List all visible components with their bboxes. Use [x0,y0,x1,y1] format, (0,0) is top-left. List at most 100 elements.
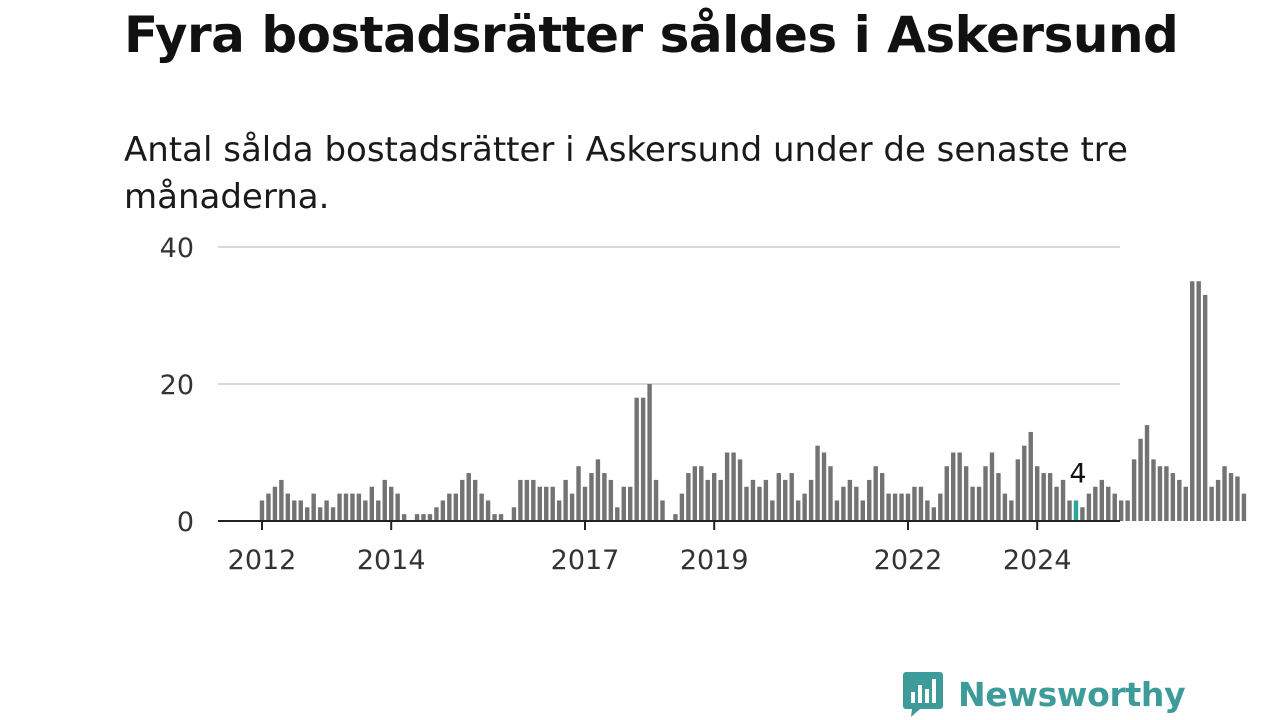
x-tick-label: 2014 [357,545,426,576]
bar [983,466,988,521]
bar [472,479,478,521]
bar [1196,281,1201,521]
bar [1080,507,1085,521]
bar [1138,438,1143,521]
x-tick-label: 2024 [1003,545,1072,576]
x-axis-ticks: 2012 2014 2017 2019 2022 2024 [228,521,1072,576]
bar [576,466,581,521]
bar [317,507,323,521]
bar [834,500,840,521]
bar [1022,445,1027,521]
bar [944,466,949,521]
bar [750,479,756,521]
bar [324,500,329,521]
bar [828,466,833,521]
bar [1164,466,1169,521]
bar [498,514,504,521]
bar [292,500,297,521]
bar [421,514,426,521]
bar [957,452,962,521]
bar [1125,500,1130,521]
bar [1086,493,1092,521]
bar [699,466,704,521]
bar [718,479,723,521]
bar [382,479,387,521]
bar [285,493,291,521]
bar [867,479,872,521]
bar [712,473,717,521]
x-tick-label: 2017 [551,545,620,576]
bar [744,486,749,521]
bar [279,479,284,521]
bar [679,493,685,521]
bar [524,479,530,521]
bar [589,473,594,521]
bar [1099,479,1104,521]
bar [628,486,633,521]
bar [1222,466,1227,521]
y-tick-label: 40 [160,233,194,264]
bar [640,397,646,521]
bar [912,486,917,521]
bar [1002,493,1008,521]
bar [1067,500,1072,521]
bar [918,486,924,521]
bars [259,281,1247,521]
bar [854,486,859,521]
bar [653,479,659,521]
bar [705,479,710,521]
bar-highlight [1073,500,1079,521]
bar [305,507,310,521]
bar [376,500,381,521]
bar [1202,294,1208,521]
bar [343,493,349,521]
bar [1157,466,1163,521]
x-tick-label: 2012 [228,545,297,576]
bar [350,493,355,521]
bar [1118,500,1124,521]
highlight-value-label: 4 [1069,458,1086,489]
bar [795,500,801,521]
bar [447,493,452,521]
bar [879,473,885,521]
bar [550,486,555,521]
bar [602,473,607,521]
bar [938,493,943,521]
bar [802,493,807,521]
bar [511,507,517,521]
bar [434,507,439,521]
bar [886,493,891,521]
bar [660,500,665,521]
chart-subtitle: Antal sålda bostadsrätter i Askersund un… [124,130,1128,217]
bar [686,473,691,521]
bar [1241,493,1247,521]
bar [1190,281,1195,521]
bar [1131,459,1137,521]
x-tick-label: 2019 [680,545,749,576]
bar [731,452,736,521]
bar [860,500,865,521]
bar [1015,459,1021,521]
bar [1112,493,1117,521]
bar [931,507,937,521]
bar [356,493,362,521]
bar [841,486,846,521]
bar [569,493,575,521]
bar [1035,466,1040,521]
bar [544,486,549,521]
bar [1054,486,1059,521]
bar [531,479,536,521]
bar [808,479,814,521]
bar [815,445,820,521]
bar [905,493,911,521]
bar [1009,500,1014,521]
newsworthy-logo: Newsworthy [902,669,1186,719]
y-tick-label: 0 [177,507,194,538]
bar [595,459,601,521]
newsworthy-logo-text: Newsworthy [958,674,1186,714]
annotations: 4 [1069,458,1086,489]
bar [453,493,458,521]
bar [783,479,788,521]
bar [266,493,271,521]
